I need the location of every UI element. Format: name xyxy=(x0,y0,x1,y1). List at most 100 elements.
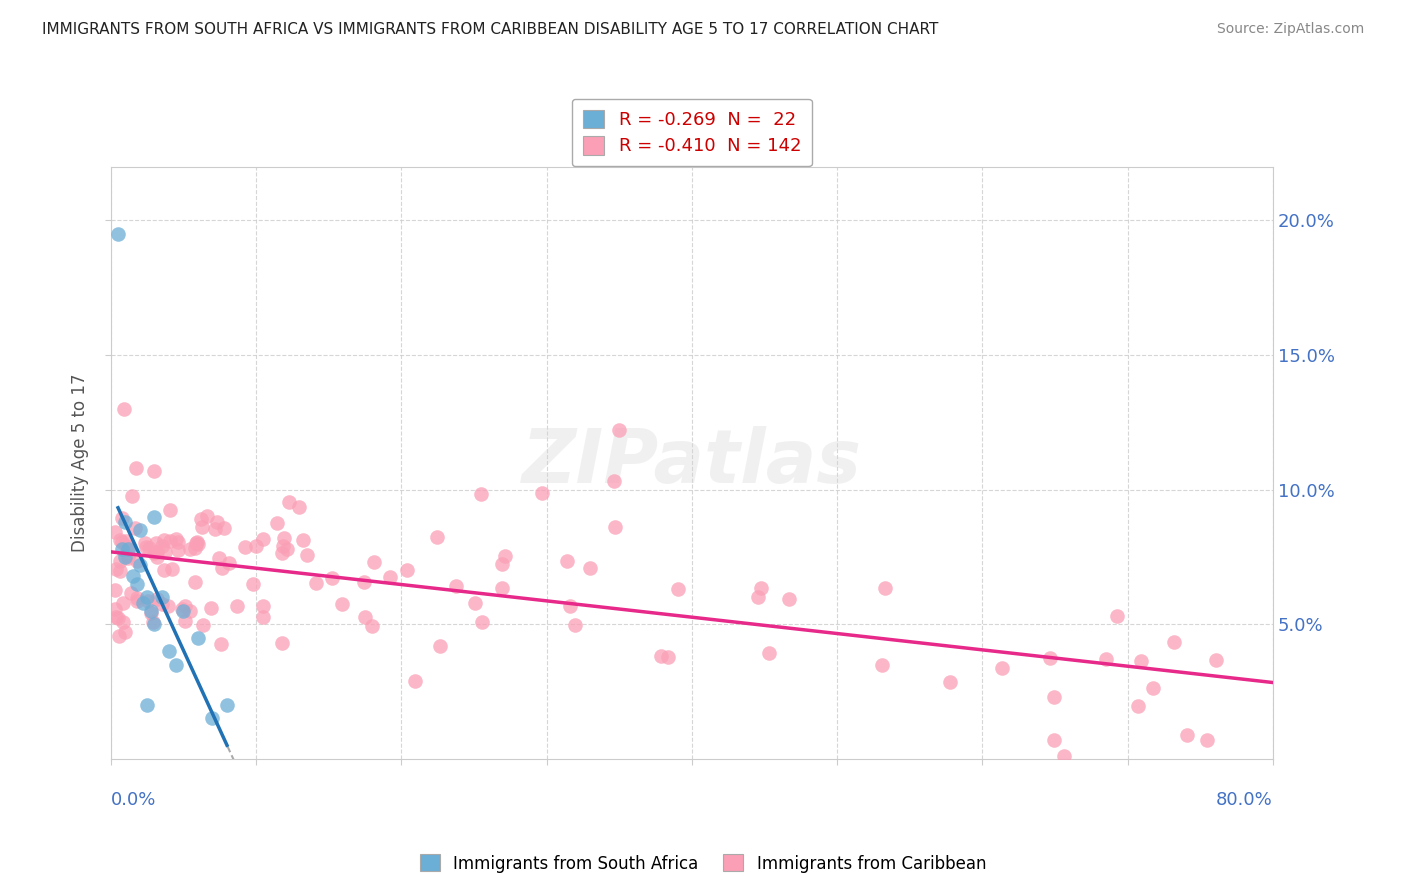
Point xyxy=(271,636,294,650)
Point xyxy=(125,591,148,605)
Point xyxy=(204,522,226,536)
Point xyxy=(446,579,468,593)
Point xyxy=(111,541,134,556)
Point xyxy=(564,617,586,632)
Point xyxy=(1053,749,1076,764)
Point xyxy=(143,464,166,478)
Point xyxy=(173,599,195,613)
Point xyxy=(150,597,173,611)
Point xyxy=(107,227,129,241)
Point xyxy=(531,485,554,500)
Point xyxy=(226,599,249,613)
Point xyxy=(112,401,135,416)
Point xyxy=(361,619,384,633)
Point xyxy=(111,615,134,630)
Point xyxy=(179,604,201,618)
Point xyxy=(266,516,288,530)
Point xyxy=(471,615,494,629)
Point xyxy=(1142,681,1164,695)
Point xyxy=(378,569,401,583)
Point xyxy=(242,576,264,591)
Point xyxy=(873,581,896,595)
Point xyxy=(120,586,142,600)
Point xyxy=(190,520,212,534)
Point xyxy=(128,558,150,572)
Point xyxy=(288,500,311,515)
Point xyxy=(157,644,180,658)
Point xyxy=(167,535,190,549)
Point xyxy=(107,611,129,625)
Point xyxy=(150,539,173,553)
Point xyxy=(172,604,194,618)
Point xyxy=(186,534,208,549)
Point xyxy=(145,591,167,606)
Point xyxy=(111,534,134,549)
Point xyxy=(1039,651,1062,665)
Point xyxy=(143,546,166,560)
Point xyxy=(187,631,209,645)
Point xyxy=(330,597,353,611)
Point xyxy=(1205,653,1227,667)
Point xyxy=(108,564,131,578)
Point xyxy=(578,561,600,575)
Point xyxy=(117,541,139,556)
Point xyxy=(105,562,128,576)
Point xyxy=(121,568,143,582)
Point xyxy=(211,561,233,575)
Point xyxy=(167,543,190,558)
Point xyxy=(104,583,127,598)
Point xyxy=(136,593,159,607)
Legend: Immigrants from South Africa, Immigrants from Caribbean: Immigrants from South Africa, Immigrants… xyxy=(413,847,993,880)
Point xyxy=(778,592,800,607)
Text: ZIPatlas: ZIPatlas xyxy=(522,426,862,500)
Point xyxy=(1126,698,1149,713)
Point xyxy=(170,602,193,616)
Point xyxy=(132,596,155,610)
Point xyxy=(174,614,197,628)
Point xyxy=(118,541,141,556)
Point xyxy=(363,555,385,569)
Point xyxy=(114,624,136,639)
Point xyxy=(747,591,769,605)
Point xyxy=(1042,690,1064,705)
Point xyxy=(1130,654,1153,668)
Point xyxy=(165,533,187,547)
Point xyxy=(666,582,689,597)
Point xyxy=(152,563,174,577)
Text: 0.0%: 0.0% xyxy=(111,791,156,809)
Point xyxy=(212,521,235,535)
Point xyxy=(271,539,294,553)
Point xyxy=(152,533,174,547)
Y-axis label: Disability Age 5 to 17: Disability Age 5 to 17 xyxy=(72,374,89,552)
Point xyxy=(108,533,131,547)
Point xyxy=(150,591,173,605)
Point xyxy=(215,698,238,712)
Point xyxy=(271,546,294,560)
Point xyxy=(191,618,214,632)
Point xyxy=(321,570,343,584)
Point xyxy=(464,596,486,610)
Point xyxy=(295,549,318,563)
Point xyxy=(112,596,135,610)
Point xyxy=(252,599,274,613)
Point xyxy=(138,541,160,555)
Point xyxy=(146,549,169,564)
Point xyxy=(104,602,127,616)
Point xyxy=(1105,609,1128,624)
Point xyxy=(159,502,181,516)
Point xyxy=(470,487,492,501)
Point xyxy=(233,540,256,554)
Point xyxy=(305,576,328,591)
Point xyxy=(939,674,962,689)
Point xyxy=(114,534,136,549)
Point xyxy=(205,515,228,529)
Point xyxy=(114,515,136,529)
Point xyxy=(136,698,159,712)
Point xyxy=(396,563,419,577)
Point xyxy=(156,599,179,614)
Point xyxy=(429,639,451,653)
Point xyxy=(136,591,159,605)
Point xyxy=(426,530,449,544)
Point xyxy=(491,581,513,595)
Point xyxy=(603,474,626,488)
